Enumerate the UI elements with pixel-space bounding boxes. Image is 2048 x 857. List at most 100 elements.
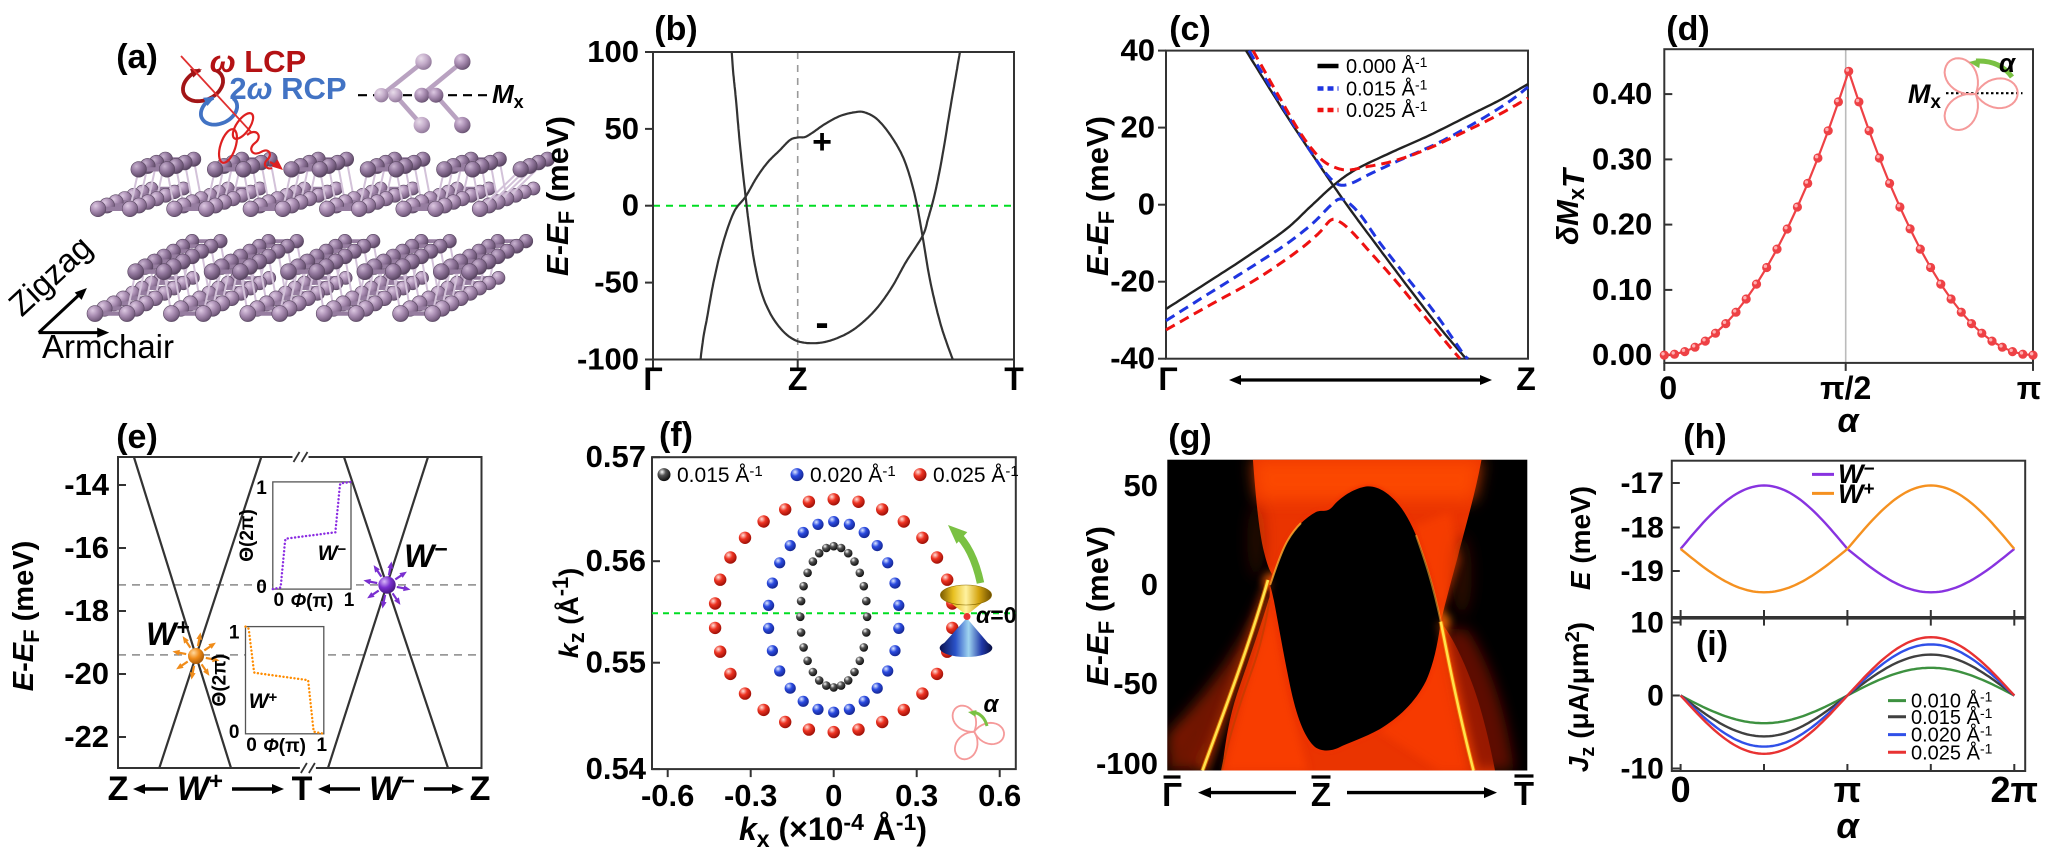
svg-text:-0.3: -0.3 [724, 778, 777, 813]
svg-text:-50: -50 [594, 265, 639, 300]
svg-text:0: 0 [622, 188, 639, 223]
svg-text:W+: W+ [249, 689, 278, 713]
svg-text:0.000 Å-1: 0.000 Å-1 [1346, 54, 1428, 78]
svg-text:α=0: α=0 [976, 602, 1017, 628]
svg-text:0.025 Å-1: 0.025 Å-1 [933, 463, 1019, 487]
svg-text:T: T [1004, 361, 1024, 397]
svg-text:0.20: 0.20 [1592, 207, 1652, 242]
svg-text:Mx: Mx [1908, 79, 1942, 113]
svg-text:E-EF (meV): E-EF (meV) [1080, 116, 1119, 276]
svg-text:kz (Å-1): kz (Å-1) [548, 568, 589, 659]
svg-text:0.3: 0.3 [895, 778, 938, 813]
svg-text:1: 1 [317, 735, 328, 756]
svg-text:W−: W− [404, 536, 448, 574]
svg-text:0: 0 [1138, 187, 1155, 222]
svg-text:Z: Z [470, 770, 491, 808]
svg-text:Θ(2π): Θ(2π) [237, 509, 258, 562]
svg-text:Θ(2π): Θ(2π) [210, 654, 231, 707]
svg-text:α: α [1999, 48, 2017, 78]
svg-text:0.020 Å-1: 0.020 Å-1 [1911, 723, 1993, 747]
svg-text:(e): (e) [116, 418, 158, 456]
svg-text:Z: Z [1311, 776, 1331, 813]
svg-text:α: α [984, 691, 1000, 718]
svg-text:0: 0 [825, 778, 842, 813]
svg-text:50: 50 [1124, 468, 1158, 503]
svg-text:-0.6: -0.6 [641, 778, 694, 813]
svg-text:0.30: 0.30 [1592, 141, 1652, 176]
svg-text:-14: -14 [64, 467, 110, 502]
svg-text:-10: -10 [1620, 753, 1663, 786]
svg-text:10: 10 [1630, 607, 1663, 640]
svg-text:W+: W+ [146, 614, 190, 652]
svg-text:W−: W− [1838, 459, 1875, 489]
svg-text:(i): (i) [1696, 625, 1728, 663]
svg-text:Jz (μA/μm2): Jz (μA/μm2) [1562, 622, 1599, 772]
svg-text:0: 0 [1141, 567, 1158, 602]
svg-text:Mx: Mx [492, 79, 524, 112]
svg-text:E (meV): E (meV) [1565, 486, 1596, 590]
svg-text:E-EF (meV): E-EF (meV) [1080, 526, 1119, 686]
svg-text:α: α [1836, 805, 1860, 846]
svg-text:-17: -17 [1620, 467, 1663, 500]
svg-text:-20: -20 [1110, 264, 1155, 299]
svg-text:0: 0 [1647, 680, 1664, 713]
svg-text:E-EF (meV): E-EF (meV) [8, 541, 44, 691]
svg-text:2ω RCP: 2ω RCP [229, 71, 346, 106]
svg-text:20: 20 [1121, 110, 1155, 145]
svg-text:0.55: 0.55 [586, 645, 646, 680]
svg-text:π/2: π/2 [1820, 370, 1871, 406]
svg-text:1: 1 [229, 623, 240, 644]
svg-text:0.10: 0.10 [1592, 272, 1652, 307]
svg-text:Z: Z [108, 770, 129, 808]
svg-text:0: 0 [274, 590, 285, 611]
svg-text:1: 1 [344, 590, 355, 611]
svg-text:-22: -22 [64, 719, 109, 754]
svg-text:-100: -100 [577, 342, 639, 377]
svg-text:Z: Z [1516, 361, 1536, 397]
svg-text:E-EF (meV): E-EF (meV) [540, 116, 579, 276]
svg-text:-20: -20 [64, 656, 109, 691]
svg-text:0: 0 [1671, 769, 1691, 810]
svg-text:0.40: 0.40 [1592, 76, 1652, 111]
svg-text:-50: -50 [1113, 666, 1158, 701]
svg-text:0: 0 [256, 577, 267, 598]
svg-text:(h): (h) [1683, 418, 1726, 456]
svg-text:100: 100 [587, 34, 639, 69]
svg-text:0: 0 [1659, 370, 1677, 406]
svg-text:40: 40 [1121, 33, 1155, 68]
svg-text:π: π [1834, 769, 1862, 810]
svg-text:(c): (c) [1169, 10, 1211, 48]
svg-text:-18: -18 [64, 593, 109, 628]
svg-text:+: + [812, 123, 832, 161]
svg-text:0.015 Å-1: 0.015 Å-1 [1346, 77, 1428, 101]
svg-text:kx (×10-4 Å-1): kx (×10-4 Å-1) [739, 809, 927, 852]
svg-text:Z: Z [788, 361, 808, 397]
svg-text:π: π [2017, 370, 2042, 406]
svg-text:2π: 2π [1991, 769, 2039, 810]
svg-text:(b): (b) [654, 10, 697, 48]
svg-text:Γ: Γ [1158, 361, 1177, 397]
svg-text:Γ: Γ [643, 361, 662, 397]
svg-text:0.00: 0.00 [1592, 337, 1652, 372]
svg-text:W−: W− [369, 768, 415, 808]
svg-text:-18: -18 [1620, 512, 1663, 545]
svg-text:ω LCP: ω LCP [210, 44, 307, 79]
svg-text:W−: W− [318, 541, 347, 565]
svg-text:(d): (d) [1666, 10, 1709, 48]
svg-text:0.015 Å-1: 0.015 Å-1 [1911, 705, 1993, 729]
svg-text:0.010 Å-1: 0.010 Å-1 [1911, 689, 1993, 713]
svg-text:0.6: 0.6 [978, 778, 1021, 813]
svg-text:(g): (g) [1168, 418, 1211, 456]
svg-text:0.54: 0.54 [586, 751, 647, 786]
svg-text:-100: -100 [1096, 746, 1158, 781]
svg-text:-19: -19 [1620, 555, 1663, 588]
svg-text:Φ(π): Φ(π) [263, 736, 306, 757]
svg-text:0: 0 [246, 735, 257, 756]
svg-text:(f): (f) [659, 416, 693, 454]
svg-text:-40: -40 [1110, 341, 1155, 376]
svg-text:-16: -16 [64, 530, 109, 565]
svg-text:0.020 Å-1: 0.020 Å-1 [810, 463, 896, 487]
svg-text:0.025 Å-1: 0.025 Å-1 [1911, 740, 1993, 764]
svg-text:0.56: 0.56 [586, 543, 646, 578]
svg-text:-: - [815, 301, 828, 345]
